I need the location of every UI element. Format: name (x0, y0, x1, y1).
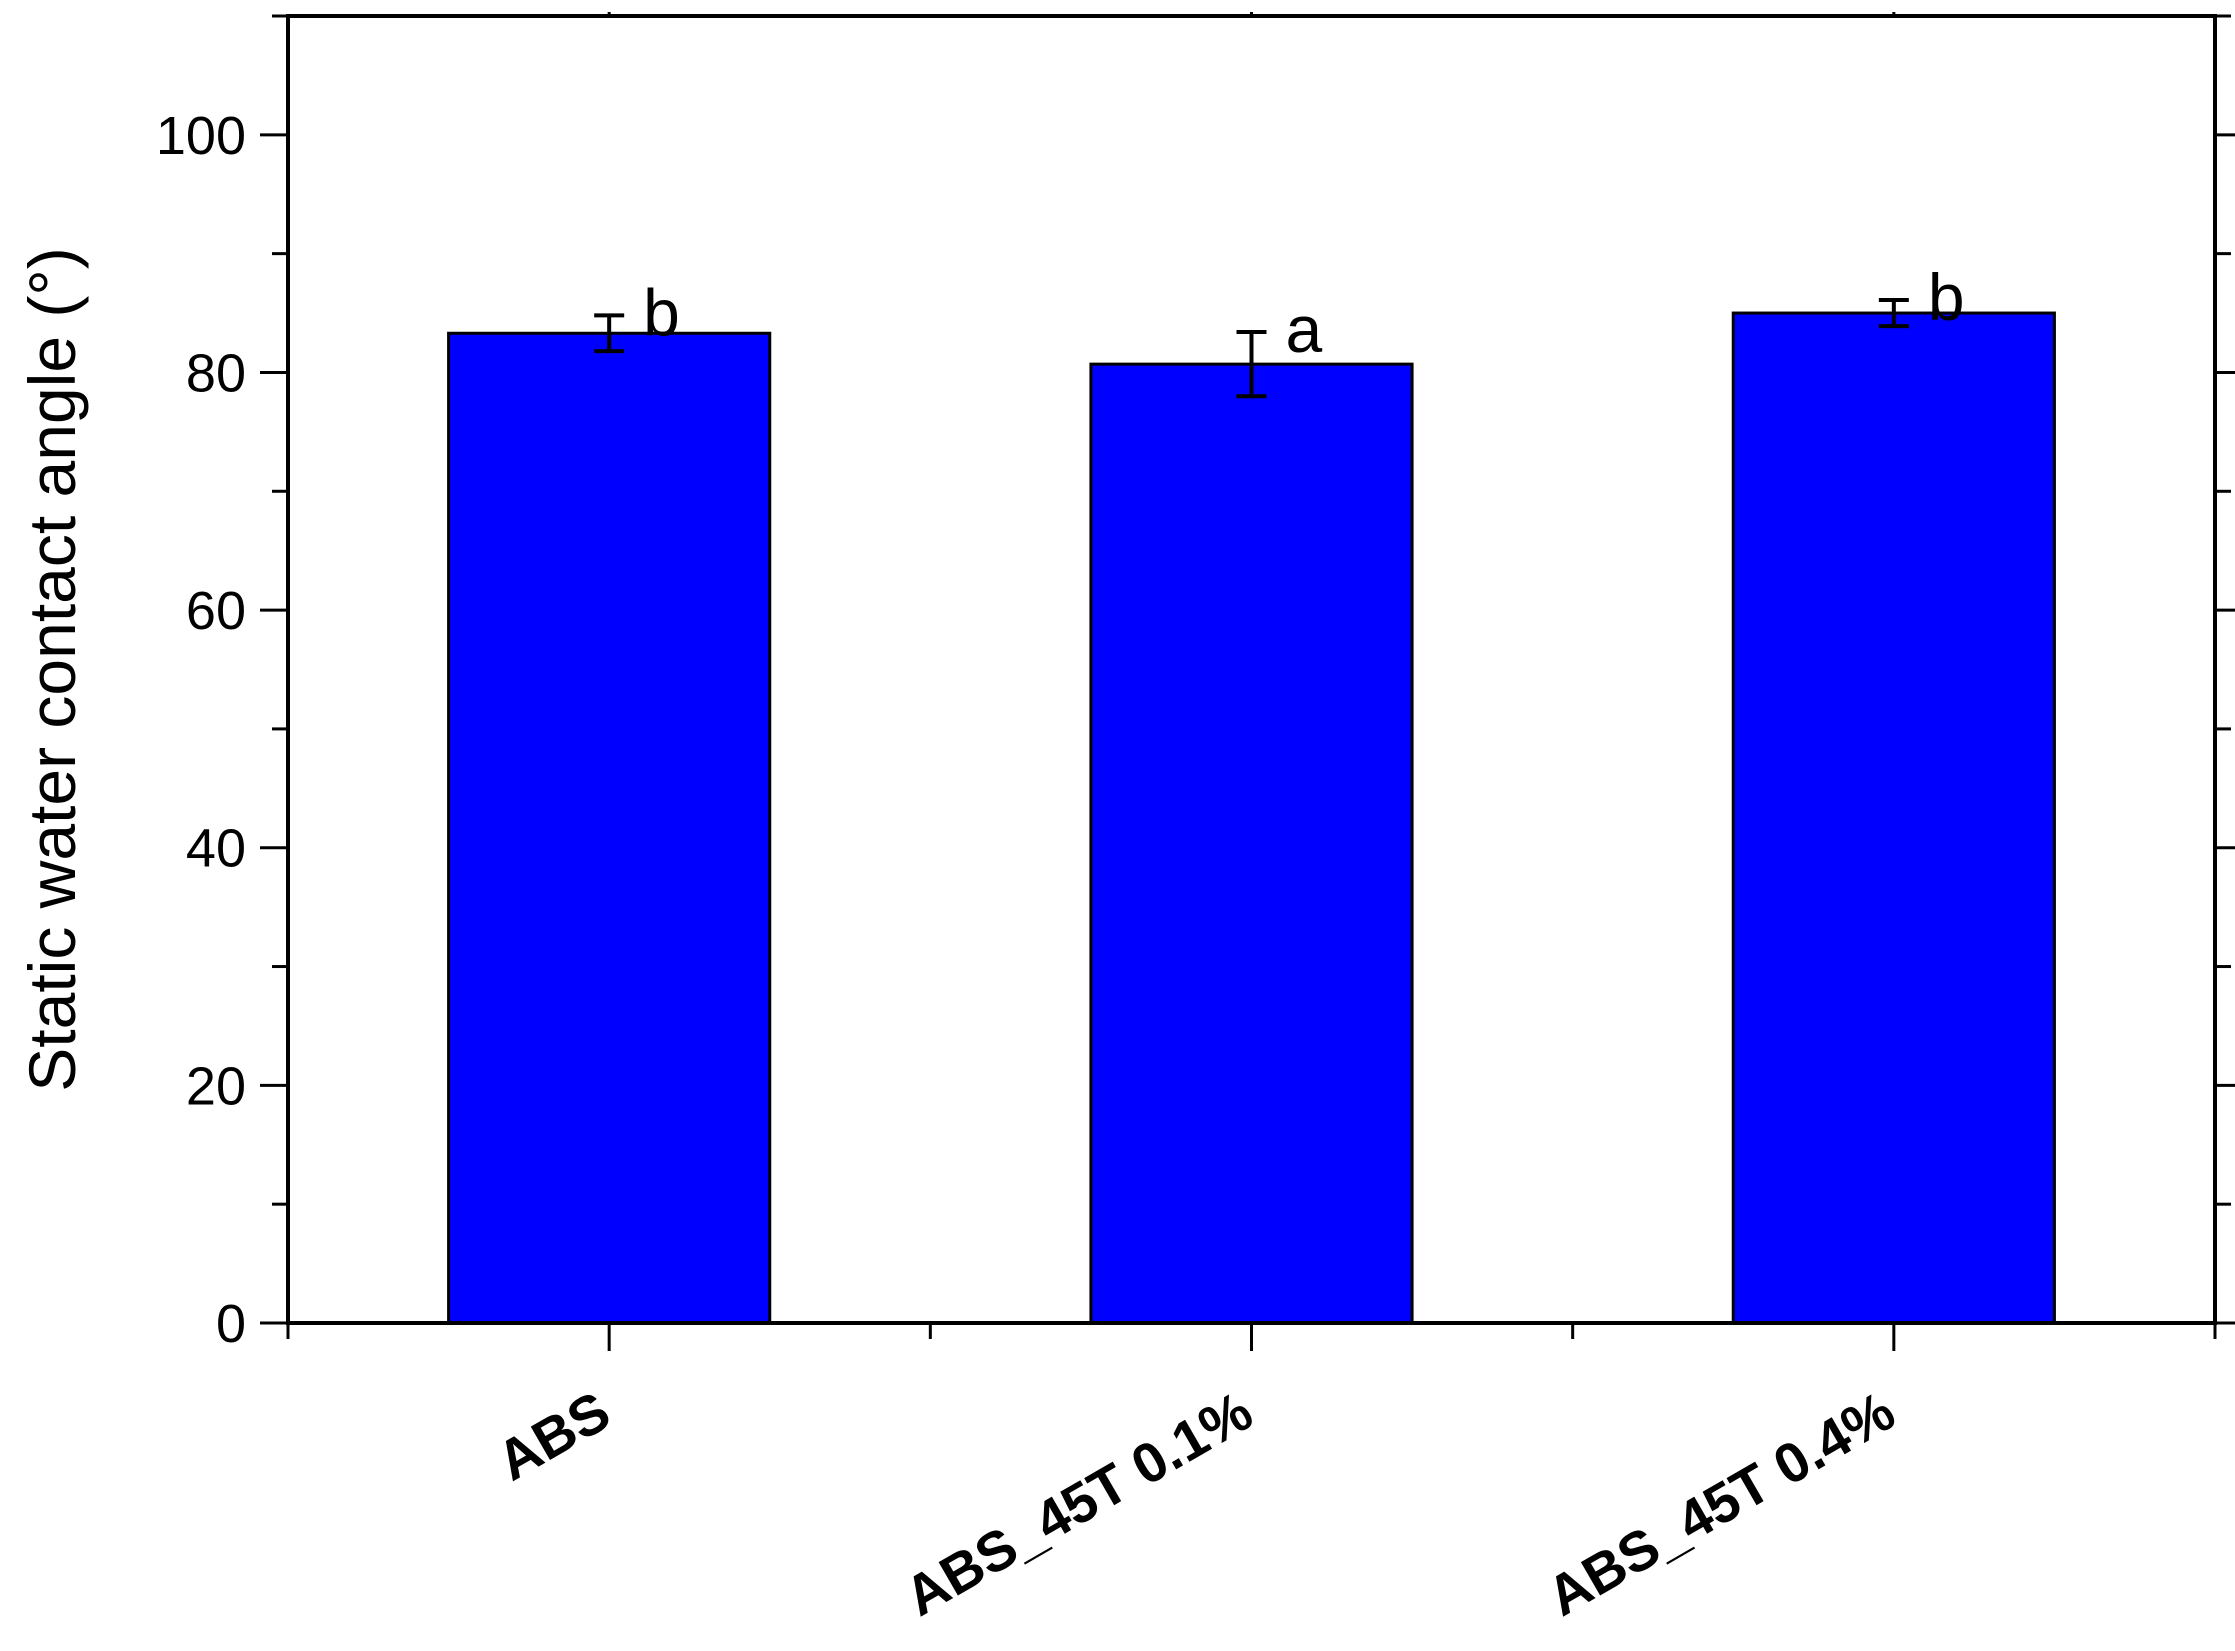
y-tick-label-60: 60 (186, 581, 246, 641)
y-tick-label-0: 0 (216, 1294, 246, 1354)
bar-2 (1089, 362, 1414, 1325)
y-tick-label-40: 40 (186, 819, 246, 879)
x-tick-label-3: ABS_45T 0.4% (1536, 1379, 1904, 1628)
ticks-layer (260, 12, 2235, 1351)
significance-letter-3: b (1928, 260, 1965, 334)
x-tick-label-2: ABS_45T 0.1% (894, 1379, 1262, 1628)
y-axis-title: Static water contact angle (°) (15, 247, 89, 1091)
bar-3 (1731, 311, 2056, 1325)
significance-letter-1: b (643, 275, 680, 349)
significance-letter-2: a (1286, 292, 1323, 366)
bars-layer (447, 311, 2056, 1325)
labels-layer: b ABS a ABS_45T 0.1% b ABS_45T 0.4% 0 20 40 60 80 1… (156, 106, 1965, 1628)
error-bars-layer (594, 297, 1909, 399)
y-tick-label-20: 20 (186, 1056, 246, 1116)
y-tick-label-100: 100 (156, 106, 246, 166)
bar-1 (447, 331, 772, 1325)
x-tick-label-1: ABS (486, 1379, 620, 1493)
y-tick-label-80: 80 (186, 343, 246, 403)
